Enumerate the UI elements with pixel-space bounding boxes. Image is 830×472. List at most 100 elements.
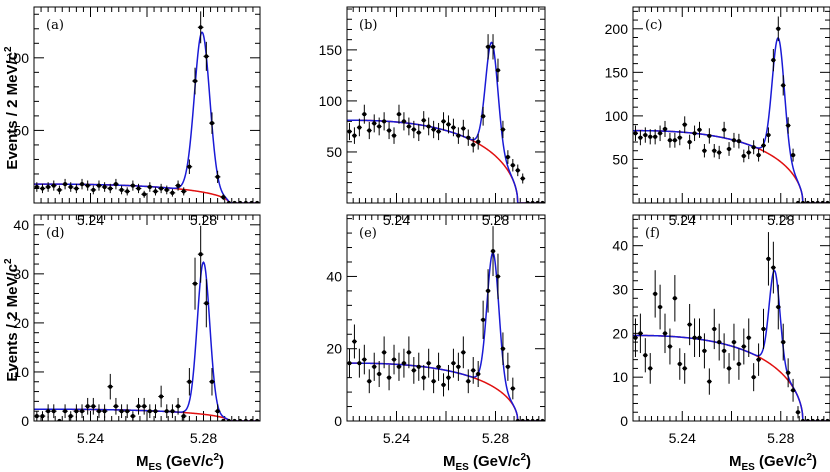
point-marker [535, 418, 540, 421]
point-marker [102, 409, 107, 414]
data-point [741, 328, 747, 365]
point-marker [795, 410, 801, 415]
point-marker [136, 186, 141, 191]
data-point [697, 318, 702, 358]
y-tick-label: 100 [6, 50, 30, 66]
data-point [421, 111, 427, 130]
point-marker [113, 182, 119, 187]
data-point [107, 183, 114, 194]
x-tick-label: 5.28 [190, 430, 217, 446]
data-point [396, 104, 402, 124]
data-point [163, 404, 170, 419]
axis-ticks [632, 215, 830, 422]
point-marker [249, 418, 254, 421]
data-point [465, 369, 471, 394]
point-marker [476, 371, 481, 377]
data-point [152, 404, 159, 419]
data-point [470, 137, 476, 153]
data-point [446, 115, 451, 134]
data-point [731, 323, 737, 361]
data-point [113, 397, 119, 415]
point-marker [805, 200, 810, 203]
data-point [810, 200, 816, 203]
data-point [175, 397, 181, 415]
data-point [416, 352, 422, 381]
data-point [692, 125, 698, 142]
point-marker [633, 335, 638, 340]
data-point [765, 127, 771, 143]
data-point [186, 159, 193, 174]
point-marker [731, 340, 737, 345]
y-tick-label: 150 [319, 42, 343, 58]
data-point [460, 336, 466, 369]
point-marker [226, 418, 232, 421]
data-point [642, 127, 648, 143]
point-marker [416, 130, 421, 135]
point-marker [535, 200, 540, 203]
point-marker [456, 364, 461, 369]
point-marker [771, 58, 776, 63]
point-marker [643, 353, 648, 358]
point-marker [102, 184, 107, 190]
data-point [366, 369, 372, 394]
data-point [637, 130, 643, 146]
point-marker [192, 281, 198, 286]
point-marker [441, 382, 446, 387]
data-point [84, 397, 91, 415]
data-point [96, 404, 102, 419]
y-tick-label: 40 [612, 238, 628, 254]
point-marker [495, 274, 501, 279]
data-point [192, 67, 198, 95]
point-marker [800, 418, 806, 421]
data-point [45, 404, 51, 419]
point-marker [766, 132, 771, 138]
point-marker [786, 370, 791, 375]
point-marker [677, 361, 682, 367]
point-marker [505, 154, 510, 160]
data-point [490, 34, 496, 60]
data-point [50, 404, 57, 419]
point-marker [820, 200, 825, 203]
point-marker [411, 368, 416, 373]
data-point [90, 185, 97, 195]
data-point [672, 132, 678, 148]
point-marker [232, 200, 237, 203]
data-point [141, 397, 147, 415]
point-marker [751, 145, 756, 150]
data-point [107, 373, 114, 400]
data-point [535, 418, 541, 421]
point-marker [451, 361, 456, 366]
data-point [406, 336, 412, 369]
point-marker [648, 366, 653, 371]
y-tick-label: 50 [13, 122, 29, 138]
data-point [751, 140, 757, 155]
point-marker [85, 404, 90, 409]
data-point [716, 145, 722, 160]
data-point [495, 58, 501, 82]
data-point [697, 121, 702, 138]
data-point [62, 178, 68, 190]
data-point [231, 200, 238, 203]
data-point [163, 185, 170, 195]
xlabel-col-3: MES (GeV/c2) [729, 452, 817, 472]
point-marker [431, 127, 436, 132]
point-marker [657, 304, 663, 310]
point-marker [204, 301, 209, 306]
data-point [815, 200, 821, 203]
data-point [34, 182, 40, 192]
panel-label: (b) [359, 18, 377, 33]
data-point [682, 116, 688, 133]
y-tick-label: 20 [612, 325, 628, 341]
point-marker [401, 361, 407, 366]
point-marker [446, 122, 451, 127]
x-tick-label: 5.24 [383, 430, 410, 446]
background-fit-curve [633, 129, 830, 203]
point-marker [515, 168, 520, 173]
point-marker [810, 200, 815, 203]
data-point [785, 117, 791, 134]
point-marker [411, 127, 416, 132]
data-point [39, 411, 46, 421]
point-marker [657, 131, 663, 136]
xlabel-col-2: MES (GeV/c2) [443, 452, 531, 472]
